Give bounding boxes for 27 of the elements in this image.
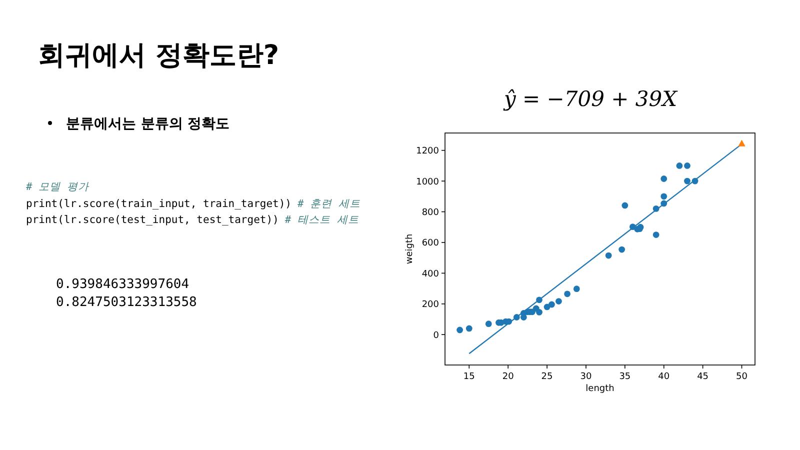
- y-tick-label: 600: [422, 238, 440, 249]
- text: 0.8247503123313558: [56, 295, 197, 310]
- text: # 테스트 세트: [284, 214, 359, 226]
- x-axis-title: length: [586, 384, 614, 394]
- text: # 모델 평가: [25, 181, 90, 193]
- y-tick-label: 1200: [416, 146, 440, 157]
- y-tick-label: 800: [422, 208, 440, 218]
- x-tick-label: 30: [580, 372, 592, 382]
- text: 회귀에서 정확도란?: [38, 40, 280, 71]
- text: print(lr.score(train_input, train_target)): [26, 198, 292, 210]
- x-tick-label: 15: [463, 372, 475, 382]
- y-tick-label: 1000: [416, 177, 440, 188]
- x-tick-label: 50: [736, 372, 748, 382]
- text: # 훈련 세트: [296, 198, 360, 210]
- y-tick-label: 400: [422, 269, 440, 280]
- y-tick-label: 200: [422, 300, 440, 310]
- text: 0.939846333997604: [56, 277, 190, 292]
- x-tick-label: 20: [502, 372, 514, 382]
- text: print(lr.score(test_input, test_target)): [26, 214, 279, 226]
- text: 분류에서는 분류의 정확도: [66, 116, 230, 132]
- y-axis-title: weigth: [405, 234, 415, 264]
- text: ŷ = −709 + 39X: [503, 87, 678, 111]
- x-tick-label: 45: [697, 372, 709, 382]
- x-tick-label: 40: [658, 372, 670, 382]
- y-tick-label: 0: [433, 330, 440, 341]
- x-tick-label: 35: [619, 372, 631, 382]
- x-tick-label: 25: [541, 372, 553, 382]
